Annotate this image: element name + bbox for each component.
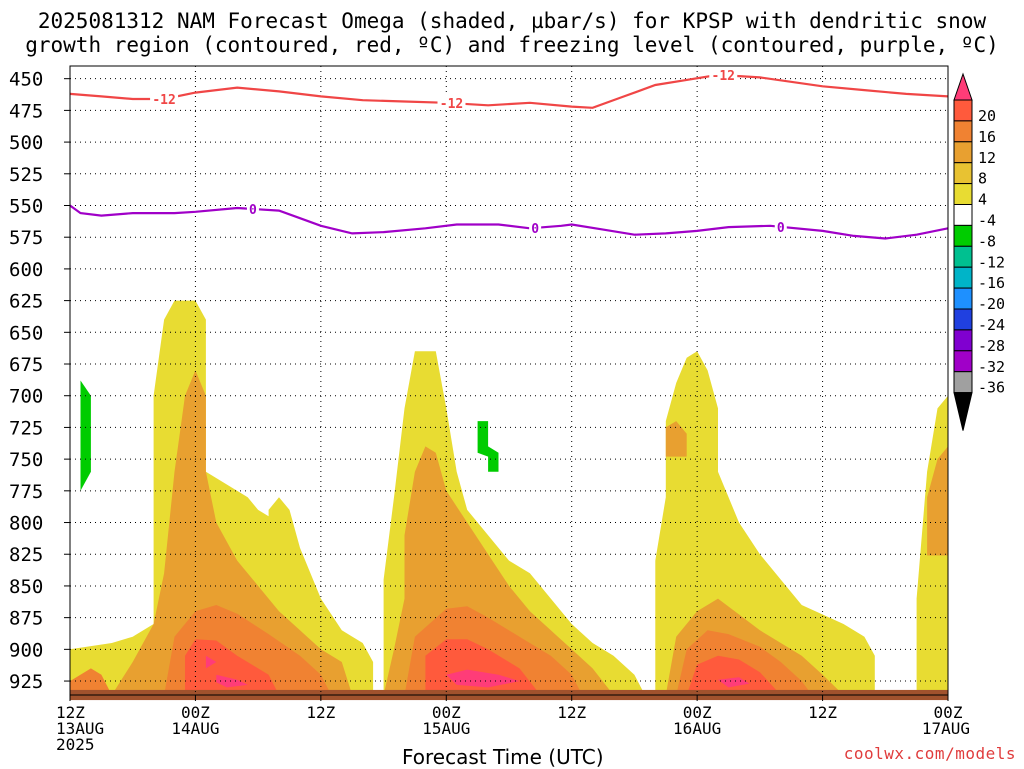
contour-label-0-1: -12 bbox=[440, 97, 463, 112]
y-tick-label-600: 600 bbox=[9, 259, 43, 281]
contour-label-0-0: -12 bbox=[152, 93, 175, 108]
plot-frame bbox=[69, 65, 949, 696]
omega-region-8-4 bbox=[927, 446, 948, 556]
y-tick-label-825: 825 bbox=[9, 544, 43, 566]
omega-region-8-0 bbox=[111, 370, 353, 695]
x-tick-label-0-2: 2025 bbox=[56, 735, 95, 754]
y-tick-label-650: 650 bbox=[9, 322, 43, 344]
omega-region-20-0 bbox=[205, 655, 217, 669]
colorbar-box-2 bbox=[953, 141, 973, 164]
colorbar-box-1 bbox=[953, 120, 973, 143]
colorbar-label-9: -20 bbox=[978, 295, 1005, 313]
omega-region-12-3 bbox=[70, 668, 112, 695]
y-tick-label-500: 500 bbox=[9, 132, 43, 154]
colorbar-box-0 bbox=[953, 99, 973, 122]
colorbar-box-8 bbox=[953, 266, 973, 289]
colorbar-label-11: -28 bbox=[978, 337, 1005, 355]
colorbar-box-11 bbox=[953, 329, 973, 352]
colorbar-box-4 bbox=[953, 183, 973, 206]
y-tick-label-900: 900 bbox=[9, 639, 43, 661]
colorbar-box-3 bbox=[953, 162, 973, 185]
y-tick-label-800: 800 bbox=[9, 513, 43, 535]
x-tick-label-36-1: 15AUG bbox=[422, 719, 470, 738]
omega-region-neg4-0 bbox=[80, 380, 91, 491]
y-tick-label-625: 625 bbox=[9, 291, 43, 313]
y-tick-label-575: 575 bbox=[9, 227, 43, 249]
x-tick-label-60-0: 00Z bbox=[683, 703, 712, 722]
colorbar-box-5 bbox=[953, 204, 973, 226]
x-tick-label-36-0: 00Z bbox=[432, 703, 461, 722]
y-tick-label-700: 700 bbox=[9, 386, 43, 408]
colorbar-label-6: -8 bbox=[978, 232, 996, 250]
colorbar-label-13: -36 bbox=[978, 379, 1005, 397]
colorbar: 20 16 12 8 4 -4 -8 -12 -16 -20 -24 -28 -32 -36 bbox=[953, 72, 1005, 431]
contour-line-1 bbox=[69, 204, 949, 240]
omega-region-20-1 bbox=[216, 674, 248, 688]
contour-label-1-1: 0 bbox=[531, 222, 539, 237]
colorbar-box-10 bbox=[953, 308, 973, 331]
colorbar-box-7 bbox=[953, 245, 973, 268]
x-tick-label-84-0: 00Z bbox=[934, 703, 963, 722]
contour-label-0-2: -12 bbox=[712, 69, 735, 84]
y-tick-label-725: 725 bbox=[9, 417, 43, 439]
contour-label-bg-0-1 bbox=[437, 95, 466, 111]
colorbar-box-9 bbox=[953, 287, 973, 310]
x-tick-label-12-0: 00Z bbox=[181, 703, 210, 722]
y-tick-label-525: 525 bbox=[9, 164, 43, 186]
colorbar-label-8: -16 bbox=[978, 274, 1005, 292]
colorbar-box-6 bbox=[953, 224, 973, 247]
contour-label-1-2: 0 bbox=[777, 221, 785, 236]
y-tick-label-775: 775 bbox=[9, 481, 43, 503]
colorbar-label-0: 20 bbox=[978, 107, 996, 125]
omega-region-20-3 bbox=[718, 677, 750, 688]
contour-label-bg-1-1 bbox=[529, 219, 542, 235]
colorbar-top-arrow bbox=[953, 72, 973, 101]
y-tick-label-450: 450 bbox=[9, 69, 43, 91]
omega-region-neg4-1 bbox=[477, 421, 499, 472]
contour-label-bg-1-2 bbox=[774, 218, 787, 234]
x-tick-label-12-1: 14AUG bbox=[171, 719, 219, 738]
y-tick-label-550: 550 bbox=[9, 195, 43, 217]
x-tick-label-72-0: 12Z bbox=[808, 703, 837, 722]
omega-region-8-3 bbox=[665, 421, 687, 457]
omega-region-4-0 bbox=[70, 300, 374, 695]
colorbar-box-13 bbox=[953, 371, 973, 394]
contour-line-0 bbox=[69, 73, 949, 109]
x-tick-label-24-0: 12Z bbox=[306, 703, 335, 722]
site-credit: coolwx.com/models bbox=[843, 744, 1016, 763]
x-tick-label-0-1: 13AUG bbox=[56, 719, 104, 738]
x-tick-label-84-1: 17AUG bbox=[922, 719, 970, 738]
contour-label-bg-0-0 bbox=[150, 90, 179, 106]
colorbar-box-12 bbox=[953, 350, 973, 373]
x-tick-label-48-0: 12Z bbox=[557, 703, 586, 722]
y-tick-label-850: 850 bbox=[9, 576, 43, 598]
contour-label-bg-0-2 bbox=[709, 67, 738, 83]
omega-region-20-2 bbox=[446, 669, 520, 688]
x-tick-label-0-0: 12Z bbox=[56, 703, 85, 722]
y-tick-label-675: 675 bbox=[9, 354, 43, 376]
y-tick-label-750: 750 bbox=[9, 449, 43, 471]
colorbar-label-5: -4 bbox=[978, 212, 996, 230]
chart-title-line-1: 2025081312 NAM Forecast Omega (shaded, µ… bbox=[37, 9, 987, 33]
x-tick-label-60-1: 16AUG bbox=[673, 719, 721, 738]
x-axis-label: Forecast Time (UTC) bbox=[402, 745, 604, 769]
colorbar-label-2: 12 bbox=[978, 149, 996, 167]
contour-label-bg-1-0 bbox=[246, 200, 259, 216]
omega-region-16-2 bbox=[686, 655, 781, 695]
omega-shading-group bbox=[70, 300, 948, 695]
y-tick-label-475: 475 bbox=[9, 100, 43, 122]
colorbar-label-12: -32 bbox=[978, 358, 1005, 376]
colorbar-label-4: 4 bbox=[978, 191, 987, 209]
y-tick-label-875: 875 bbox=[9, 608, 43, 630]
contour-label-1-0: 0 bbox=[249, 203, 257, 218]
colorbar-bottom-arrow bbox=[953, 392, 973, 431]
colorbar-label-10: -24 bbox=[978, 316, 1005, 334]
colorbar-label-1: 16 bbox=[978, 128, 996, 146]
y-tick-label-925: 925 bbox=[9, 671, 43, 693]
colorbar-label-3: 8 bbox=[978, 170, 987, 188]
colorbar-label-7: -12 bbox=[978, 253, 1005, 271]
chart-title-line-2: growth region (contoured, red, ºC) and f… bbox=[25, 33, 999, 57]
